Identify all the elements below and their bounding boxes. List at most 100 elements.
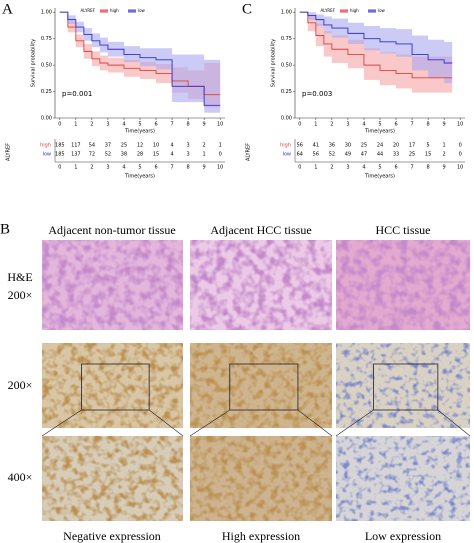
risk-count: 3 [187,152,190,158]
ci-band [299,12,453,84]
micrograph-texture [42,343,183,428]
risk-x-tick-label: 6 [394,165,397,171]
risk-count: 2 [203,143,206,149]
x-axis-label: Time(years) [124,129,155,135]
p-value: p=0.003 [302,90,332,98]
risk-count: 0 [219,152,222,158]
x-tick-label: 4 [122,122,125,128]
x-tick-label: 6 [394,122,397,128]
risk-x-tick-label: 3 [106,165,109,171]
risk-x-tick-label: 0 [298,165,301,171]
risk-title: ALYREF [246,143,252,161]
micrograph-texture [336,343,470,428]
risk-count: 52 [105,152,111,158]
zoom-box [229,363,299,411]
ci-band [59,12,221,113]
column-header: Adjacent non-tumor tissue [48,223,175,237]
x-tick-label: 6 [154,122,157,128]
y-tick-label: 1.00 [41,10,52,16]
zoom-line [189,409,230,437]
caption: Low expression [365,529,441,543]
risk-count: 117 [71,143,81,149]
risk-x-tick-label: 4 [362,165,365,171]
y-tick-label: 0.50 [281,63,292,69]
legend-label: low [138,8,146,13]
survival-curve [59,11,221,96]
row-label: H&E 200× [7,270,32,302]
micrograph-texture [190,343,332,428]
x-tick-label: 8 [187,122,190,128]
y-tick-label: 1.00 [281,10,292,16]
legend-label: high [110,8,119,13]
legend-label: low [378,8,386,13]
zoom-line [297,409,333,437]
zoom-line [148,409,184,437]
risk-x-tick-label: 1 [74,165,77,171]
risk-x-tick-label: 2 [90,165,93,171]
zoom-box [373,363,439,411]
risk-count: 12 [137,143,143,149]
risk-x-tick-label: 9 [443,165,446,171]
risk-count: 0 [459,152,462,158]
risk-count: 2 [443,152,446,158]
x-tick-label: 10 [457,122,463,128]
x-axis-label: Time(years) [364,129,395,135]
ci-band [299,12,453,93]
risk-count: 24 [377,143,383,149]
micrograph-texture [42,436,183,521]
risk-count: 4 [170,143,173,149]
risk-count: 38 [121,152,127,158]
panel-b: B Adjacent non-tumor tissue Adjacent HCC… [0,221,471,543]
y-tick-label: 0.25 [281,89,292,95]
legend-title: ALYREF [81,8,96,13]
risk-x-tick-label: 9 [203,165,206,171]
risk-count: 20 [393,143,399,149]
micrograph-texture [336,436,470,521]
risk-count: 15 [153,152,159,158]
p-value: p=0.001 [62,90,92,98]
risk-count: 56 [297,143,303,149]
y-tick-label: 0.75 [281,36,292,42]
risk-count: 137 [71,152,81,158]
x-tick-label: 4 [362,122,365,128]
risk-x-tick-label: 7 [410,165,413,171]
x-tick-label: 8 [427,122,430,128]
y-tick-label: 0.50 [41,63,52,69]
panel-label: B [0,221,10,237]
risk-count: 5 [427,143,430,149]
risk-x-tick-label: 0 [58,165,61,171]
x-tick-label: 2 [90,122,93,128]
risk-count: 25 [361,143,367,149]
risk-count: 52 [329,152,335,158]
risk-row-label: low [282,152,291,158]
risk-count: 64 [297,152,303,158]
risk-count: 185 [55,152,65,158]
y-tick-label: 0.25 [41,89,52,95]
zoom-line [335,409,374,437]
legend-title: ALYREF [321,8,336,13]
risk-count: 4 [170,152,173,158]
x-tick-label: 3 [106,122,109,128]
risk-count: 49 [345,152,351,158]
risk-x-tick-label: 8 [187,165,190,171]
x-tick-label: 10 [217,122,223,128]
risk-x-tick-label: 2 [330,165,333,171]
risk-count: 25 [409,152,415,158]
risk-count: 54 [89,143,95,149]
x-tick-label: 9 [203,122,206,128]
x-tick-label: 1 [314,122,317,128]
risk-count: 3 [187,143,190,149]
risk-count: 44 [377,152,383,158]
column-header: HCC tissue [375,223,430,237]
risk-x-tick-label: 5 [138,165,141,171]
x-tick-label: 7 [170,122,173,128]
survival-curve [59,11,221,106]
x-tick-label: 0 [298,122,301,128]
risk-x-tick-label: 4 [122,165,125,171]
micrograph-texture [190,436,332,521]
risk-x-tick-label: 10 [217,165,223,171]
panel-label: C [242,1,252,17]
risk-x-tick-label: 3 [346,165,349,171]
